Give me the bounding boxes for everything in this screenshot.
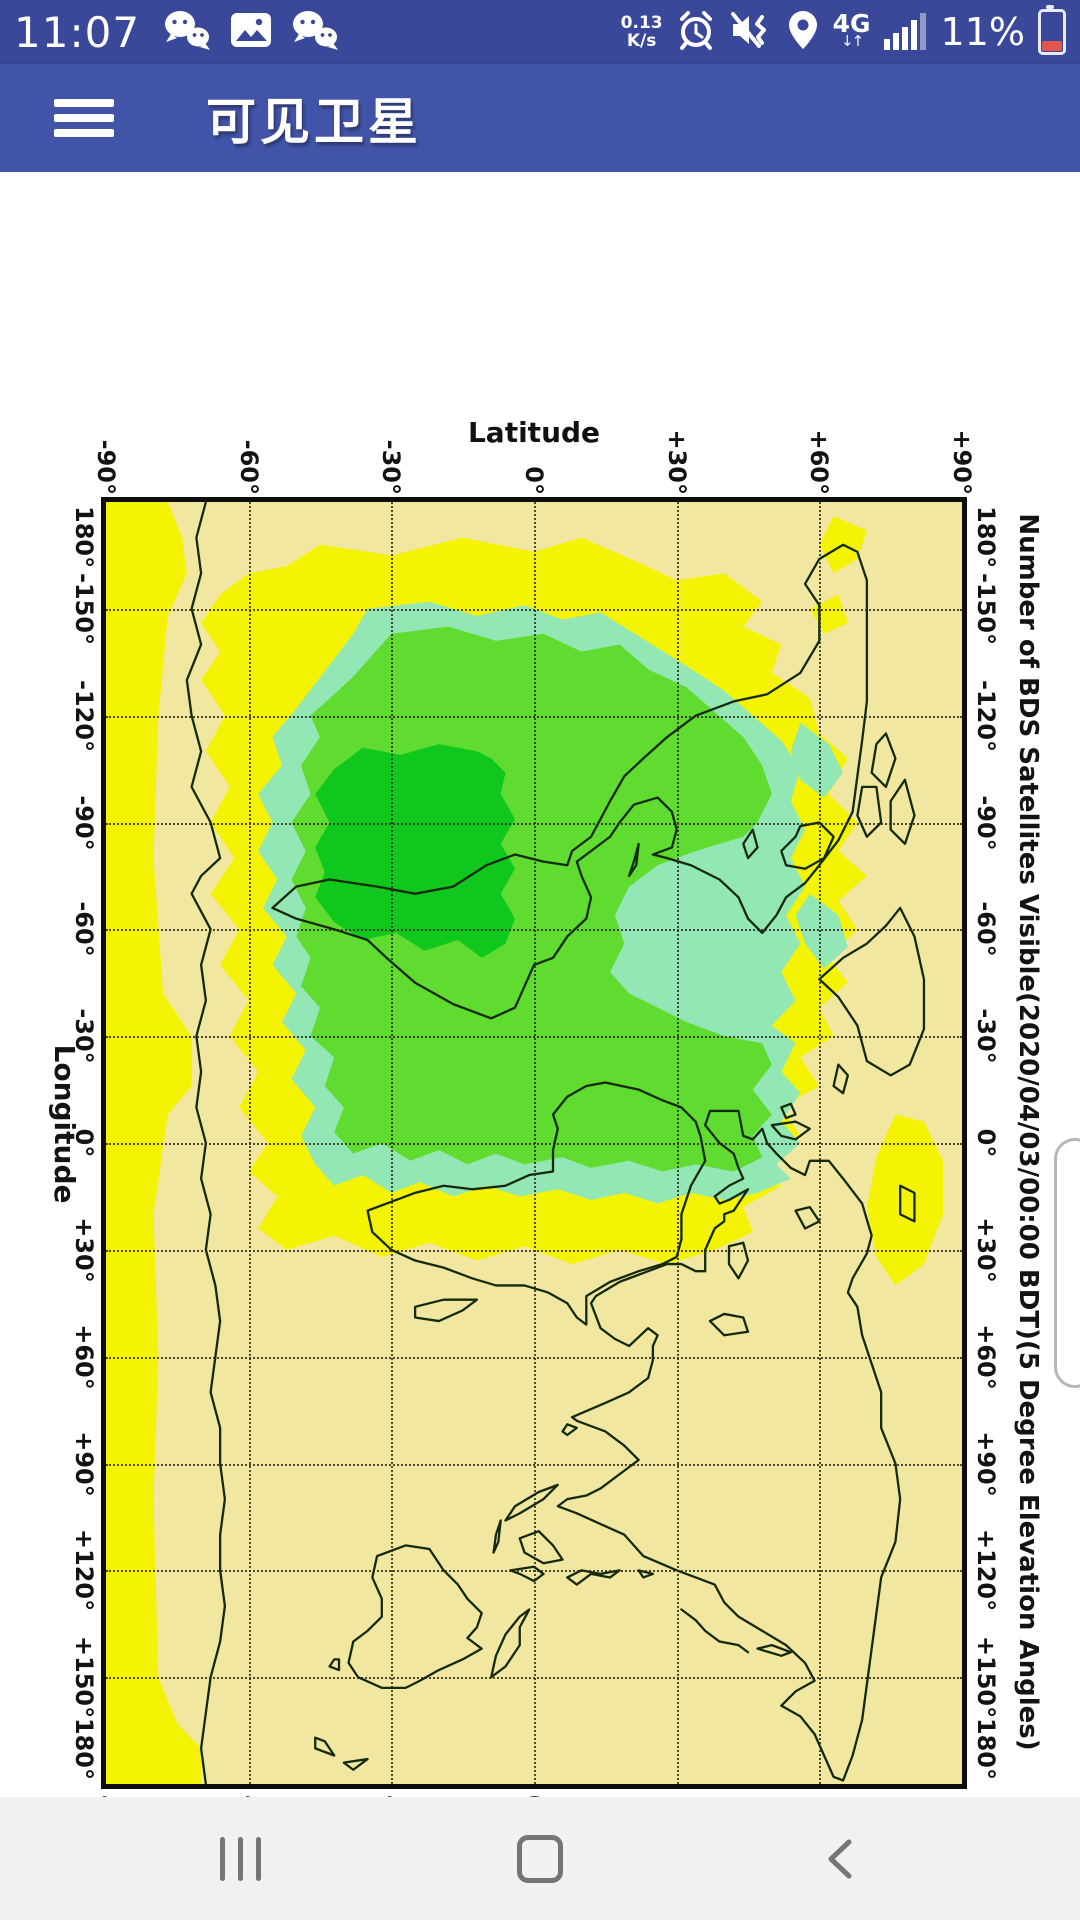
page-title: 可见卫星 [206, 93, 422, 151]
tick-label: +90° [70, 1430, 98, 1497]
tick-label: +120° [972, 1529, 1000, 1612]
tick-label: -120° [972, 679, 1000, 752]
battery-percent-text: 11% [940, 10, 1025, 54]
tick-label: -60° [972, 901, 1000, 958]
coastline-japan [681, 1610, 748, 1653]
coastline-hudson-bay [781, 823, 833, 869]
coastline-sakhalin [758, 1645, 791, 1656]
menu-icon[interactable] [54, 99, 114, 137]
tick-label: +90° [948, 429, 976, 495]
back-button[interactable] [760, 1797, 920, 1920]
grid-line [106, 822, 962, 825]
back-icon [828, 1839, 852, 1878]
chart-right-title: Number of BDS Satellites Visible(2020/04… [1013, 513, 1043, 1751]
status-bar: 11:07 [0, 0, 1080, 64]
coastline-tasmania-nz [315, 1659, 367, 1769]
grid-line [106, 1570, 962, 1573]
tick-label: +60° [805, 429, 834, 495]
tick-label: 180° [70, 1717, 98, 1780]
tick-label: -90° [92, 439, 120, 495]
tick-label: -60° [234, 439, 263, 495]
grid-line [106, 1036, 962, 1039]
tick-label: -150° [972, 572, 1000, 645]
home-icon [517, 1834, 563, 1883]
clock-text: 11:07 [14, 7, 141, 57]
coastline-australia [349, 1545, 482, 1687]
tick-label: +150° [70, 1636, 98, 1719]
signal-bars-icon [883, 10, 928, 54]
tick-label: 180° [70, 506, 98, 569]
network-type-indicator: 4G ↓↑ [832, 8, 871, 51]
wechat-notification-icon [290, 9, 340, 55]
grid-line [106, 1249, 962, 1252]
coastline-eurasia [558, 1111, 900, 1780]
tick-label: 0° [972, 1128, 1000, 1158]
coastline-greenland [819, 908, 924, 1075]
heat-region-10-12-patch [790, 722, 844, 798]
heat-region-12-14-patch [866, 1114, 943, 1286]
recents-button[interactable] [160, 1797, 320, 1920]
location-icon [786, 9, 820, 55]
app-bar: 可见卫星 [0, 64, 1080, 172]
grid-line [106, 929, 962, 932]
grid-line [106, 715, 962, 718]
latitude-axis-label: Latitude [467, 416, 601, 449]
coastline-british-isles [772, 1104, 810, 1140]
grid-line [106, 1143, 962, 1145]
tick-label: +60° [70, 1323, 98, 1390]
tick-label: -60° [70, 901, 98, 958]
net-speed-value: 0.13 [620, 13, 663, 33]
tick-label: -150° [70, 572, 98, 645]
tick-label: -120° [70, 679, 98, 752]
tick-label: -90° [70, 794, 98, 851]
recents-icon [219, 1836, 261, 1881]
grid-line [106, 1463, 962, 1466]
gallery-notification-icon [228, 9, 274, 55]
tick-label: +30° [70, 1217, 98, 1283]
tick-label: 180° [972, 506, 1000, 569]
coastline-great-lakes [743, 830, 757, 858]
scroll-indicator[interactable] [1054, 1138, 1080, 1388]
tick-label: 0° [520, 466, 548, 495]
tick-label: +150° [972, 1636, 1000, 1719]
coastline-madagascar [415, 1300, 477, 1321]
navigation-bar: 手游5588·MX5588.COM [0, 1797, 1080, 1920]
tick-label: +30° [972, 1217, 1000, 1283]
vibrate-icon [729, 9, 773, 55]
tick-label: +60° [972, 1323, 1000, 1390]
coastline-africa [368, 1082, 706, 1324]
coastline-arctic-islands [834, 733, 915, 1221]
data-arrows-icon: ↓↑ [841, 31, 864, 50]
tick-label: -30° [972, 1008, 1000, 1064]
home-button[interactable] [460, 1797, 620, 1920]
heat-region-6-8 [315, 744, 515, 958]
longitude-axis-label: Longitude [48, 1044, 81, 1204]
tick-label: -90° [972, 794, 1000, 851]
network-speed-indicator: 0.13 K/s [621, 14, 663, 50]
tick-label: +120° [70, 1529, 98, 1612]
satellite-visibility-chart: Latitude [0, 172, 1080, 1920]
battery-icon [1038, 5, 1066, 55]
grid-line [106, 1677, 962, 1680]
coastline-caribbean [629, 844, 639, 876]
tick-label: +90° [972, 1430, 1000, 1497]
net-speed-unit: K/s [626, 31, 657, 51]
tick-label: 180° [972, 1717, 1000, 1780]
grid-line [106, 608, 962, 611]
network-type-label: 4G [832, 8, 871, 38]
wechat-notification-icon [162, 9, 212, 55]
grid-line [106, 1356, 962, 1359]
coastline-antarctica [187, 502, 225, 1784]
tick-label: -30° [377, 439, 406, 495]
alarm-icon [676, 9, 716, 55]
tick-label: +30° [662, 429, 691, 495]
